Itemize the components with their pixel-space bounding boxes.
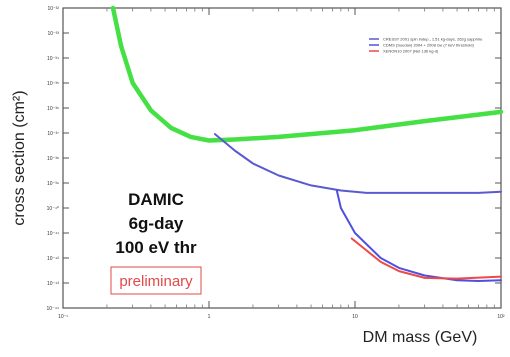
- y-tick-label: 10⁻⁴³: [47, 281, 59, 287]
- annotation-exposure: 6g-day: [129, 214, 184, 233]
- y-tick-label: 10⁻⁴²: [47, 256, 59, 262]
- y-tick-label: 10⁻³⁴: [47, 56, 59, 62]
- y-axis-title: cross section (cm²): [11, 90, 28, 225]
- y-tick-label: 10⁻⁴⁴: [47, 306, 60, 312]
- y-tick-label: 10⁻⁴¹: [47, 231, 59, 237]
- legend-label: CRESST 2001 spin indep., 1.51 kg-days, 2…: [383, 37, 483, 42]
- y-tick-label: 10⁻³⁸: [47, 156, 59, 162]
- y-tick-label: 10⁻⁴⁰: [47, 206, 59, 212]
- y-tick-label: 10⁻³²: [47, 6, 59, 12]
- x-tick-label: 10²: [497, 314, 505, 320]
- x-tick-label: 10⁻¹: [58, 314, 68, 320]
- annotation-preliminary: preliminary: [119, 273, 193, 290]
- x-tick-label: 1: [208, 314, 211, 320]
- annotation-threshold: 100 eV thr: [115, 238, 197, 257]
- y-tick-label: 10⁻³³: [47, 31, 59, 37]
- y-tick-label: 10⁻³⁹: [47, 181, 59, 187]
- y-tick-label: 10⁻³⁷: [47, 131, 59, 137]
- legend-label: CDMS (Soudan) 2004 + 2008 Ge (7 keV thre…: [383, 43, 474, 48]
- annotation-damic: DAMIC: [128, 190, 184, 209]
- y-tick-label: 10⁻³⁵: [47, 81, 59, 87]
- x-tick-label: 10: [352, 314, 358, 320]
- legend-label: XENON10 2007 (Net 136 kg-d): [383, 49, 439, 54]
- x-axis-title: DM mass (GeV): [363, 329, 478, 346]
- y-tick-label: 10⁻³⁶: [47, 106, 59, 112]
